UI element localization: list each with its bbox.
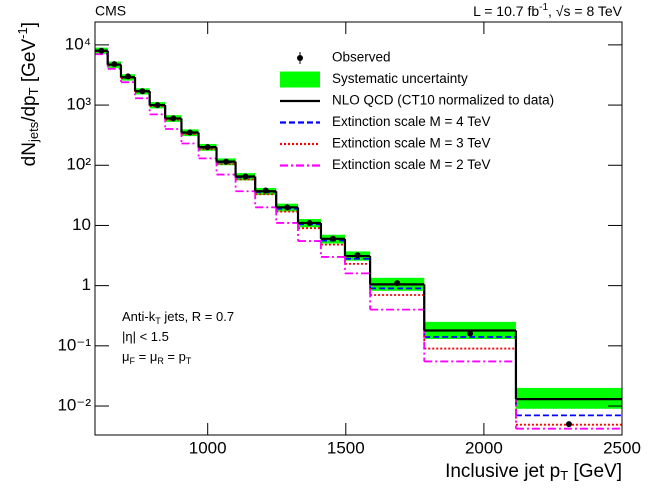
- annotation-part: Anti-k: [122, 309, 156, 324]
- data-point: [187, 129, 194, 136]
- x-tick-label: 2000: [465, 438, 503, 457]
- y-tick-label: 1: [82, 275, 91, 294]
- legend-label: Observed: [332, 50, 391, 65]
- data-point: [394, 280, 401, 287]
- data-point: [565, 421, 572, 428]
- y-label-part: jets: [26, 121, 41, 143]
- annotation-part: jets, R = 0.7: [161, 309, 234, 324]
- legend-label: Systematic uncertainty: [332, 71, 468, 86]
- annotation: Anti-kT jets, R = 0.7: [122, 309, 234, 326]
- x-label-part: T: [560, 468, 568, 483]
- data-point: [98, 47, 105, 54]
- x-axis-label: Inclusive jet pT [GeV]: [445, 461, 622, 483]
- data-point: [170, 115, 177, 122]
- data-point: [111, 61, 118, 68]
- y-tick-label: 10⁻²: [57, 396, 91, 415]
- y-tick-label: 10: [72, 215, 91, 234]
- y-label-part: [GeV: [19, 39, 40, 88]
- annotation: |η| < 1.5: [122, 329, 169, 344]
- annotation-part: T: [155, 316, 161, 326]
- y-tick-label: 10⁻¹: [57, 335, 91, 354]
- data-point: [354, 252, 361, 259]
- data-point: [125, 73, 132, 80]
- x-tick-label: 1000: [189, 438, 227, 457]
- annotation-part: T: [186, 356, 192, 366]
- y-tick-label: 10³: [66, 95, 91, 114]
- legend-label: Extinction scale M = 2 TeV: [332, 157, 490, 172]
- data-point: [284, 204, 291, 211]
- annotation: μF = μR = pT: [122, 349, 192, 366]
- x-label-part: [GeV]: [568, 461, 622, 482]
- y-label-part: /dp: [19, 95, 40, 121]
- data-point: [154, 102, 161, 109]
- y-axis-label: dNjets/dpT [GeV-1]: [15, 22, 41, 166]
- annotations: Anti-kT jets, R = 0.7 |η| < 1.5 μF = μR …: [122, 309, 234, 366]
- lumi-part: , √s = 8 TeV: [548, 3, 623, 19]
- annotation-part: = p: [164, 349, 186, 364]
- legend-marker: [280, 71, 320, 88]
- x-label-part: Inclusive jet p: [445, 461, 560, 482]
- data-point: [223, 158, 230, 165]
- legend-marker: [297, 55, 303, 61]
- data-point: [306, 219, 313, 226]
- y-label-part: dN: [19, 142, 40, 166]
- annotation-part: R: [157, 356, 164, 366]
- y-label-part: ]: [19, 22, 40, 27]
- data-point: [204, 144, 211, 151]
- plot-frame: [94, 21, 623, 436]
- experiment-label: CMS: [95, 3, 126, 19]
- x-tick-label: 1500: [327, 438, 365, 457]
- x-tick-label: 2500: [603, 438, 641, 457]
- data-point: [467, 330, 474, 337]
- legend-label: Extinction scale M = 4 TeV: [332, 114, 490, 129]
- legend-label: Extinction scale M = 3 TeV: [332, 136, 490, 151]
- annotation-part: |η| < 1.5: [122, 329, 169, 344]
- lumi-part: -1: [539, 2, 548, 13]
- y-tick-label: 10²: [66, 155, 91, 174]
- annotation-part: F: [130, 356, 136, 366]
- data-point: [329, 235, 336, 242]
- data-point: [139, 88, 146, 95]
- annotation-part: = μ: [135, 349, 157, 364]
- data-point: [262, 187, 269, 194]
- y-label-part: -1: [15, 27, 30, 39]
- lumi-part: L = 10.7 fb: [473, 3, 539, 19]
- annotation-part: μ: [122, 349, 130, 364]
- legend-label: NLO QCD (CT10 normalized to data): [332, 93, 554, 108]
- y-label-part: T: [26, 87, 41, 95]
- lumi-label: L = 10.7 fb-1, √s = 8 TeV: [473, 2, 623, 19]
- y-tick-label: 10⁴: [65, 34, 91, 53]
- data-point: [242, 173, 249, 180]
